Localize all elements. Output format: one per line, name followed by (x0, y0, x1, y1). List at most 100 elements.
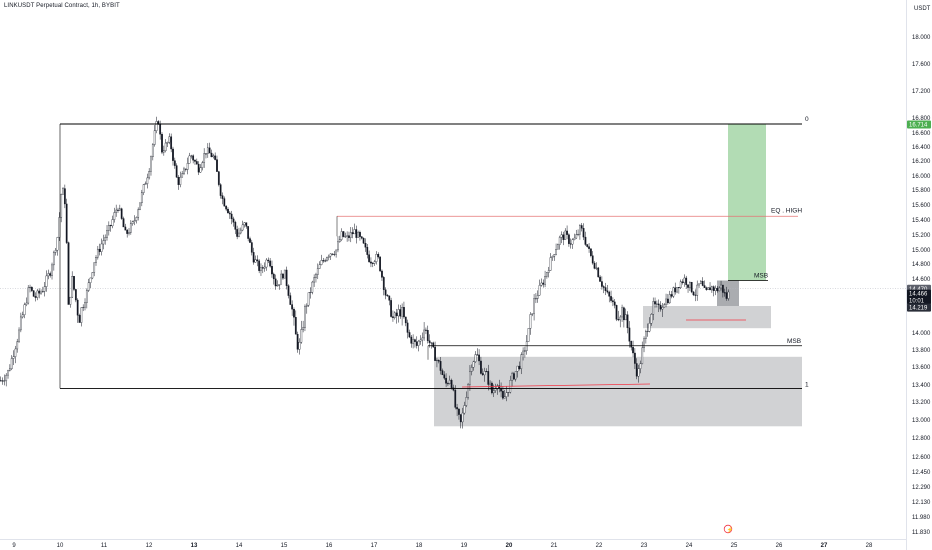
demand-zone-main[interactable] (434, 356, 802, 427)
time-tick-label: 10 (57, 543, 64, 549)
candle (553, 254, 556, 261)
candle-body (377, 254, 380, 258)
candle (140, 189, 143, 207)
candle (256, 255, 259, 267)
candle-body (183, 168, 185, 174)
candle (555, 243, 557, 256)
candle (133, 215, 136, 226)
candle-body (247, 226, 250, 239)
candle (388, 295, 391, 306)
candle (300, 320, 303, 344)
candle-body (410, 336, 413, 344)
candle (569, 238, 572, 249)
candle (298, 338, 301, 355)
candle-body (390, 300, 392, 317)
candle-body (511, 373, 513, 381)
candle (271, 260, 273, 278)
candle-body (45, 275, 48, 287)
candle (579, 224, 581, 240)
candle (164, 139, 167, 153)
candle (419, 335, 422, 345)
candle-body (117, 209, 119, 211)
candle (437, 359, 440, 364)
candle-body (227, 208, 229, 214)
candle (720, 280, 722, 291)
candle-body (382, 277, 385, 290)
target-zone[interactable] (728, 124, 766, 281)
candle (254, 255, 257, 263)
candle (632, 340, 634, 358)
candle (247, 226, 250, 242)
candle-body (685, 277, 688, 285)
candle-body (474, 354, 477, 362)
candle-body (727, 291, 730, 299)
candle-body (298, 342, 301, 350)
candle (694, 289, 697, 302)
candle (95, 255, 97, 266)
candle (122, 216, 125, 228)
candle (1, 377, 4, 385)
candle (531, 313, 534, 317)
candle-body (293, 309, 295, 318)
candle (623, 306, 625, 328)
candle (699, 279, 702, 285)
candle-body (278, 283, 281, 286)
candle (291, 300, 294, 316)
candle (710, 285, 713, 293)
price-axis[interactable]: USDT 18.000 17.600 17.200 16.800 16.600 16.40… (906, 0, 932, 550)
candle (283, 269, 286, 279)
candle-body (69, 296, 72, 305)
candle (573, 233, 576, 241)
candle-body (463, 405, 466, 414)
candle-body (333, 254, 336, 256)
candle (173, 157, 176, 169)
time-tick-label: 16 (326, 543, 333, 549)
price-tag: 16.714 (907, 120, 931, 129)
candle (287, 284, 290, 299)
price-tag-label: 14.466 (909, 292, 928, 298)
candle (448, 375, 451, 385)
price-tick-label: 13.400 (912, 383, 931, 389)
candle-body (648, 323, 651, 332)
candle-body (265, 259, 268, 268)
event-icon[interactable]: ⚡ (723, 524, 733, 533)
candle-body (348, 235, 350, 238)
candle-body (624, 314, 627, 321)
candle (296, 331, 299, 353)
candle-body (373, 261, 376, 264)
candle (228, 211, 231, 219)
demand-zone-small[interactable] (643, 306, 771, 329)
candle-body (166, 142, 169, 144)
candle-body (674, 287, 677, 293)
candle (709, 282, 711, 291)
candle-body (151, 144, 154, 158)
candle (703, 280, 706, 288)
time-axis[interactable]: 9 10 11 12 13 14 15 16 17 18 19 20 21 22 23 24 25 26 27 28 (0, 539, 906, 550)
candle-body (619, 316, 622, 321)
liquidity-sweep-line[interactable] (461, 383, 651, 388)
candle (78, 313, 81, 323)
candle (102, 234, 105, 250)
candle-body (687, 284, 689, 288)
candle-body (430, 342, 433, 344)
candle-body (1, 380, 4, 382)
candle-body (7, 370, 9, 376)
candle (685, 275, 688, 289)
candle-body (560, 234, 563, 238)
candle (654, 297, 656, 308)
candle-body (566, 230, 568, 235)
candle (595, 262, 598, 271)
candle-body (415, 341, 418, 346)
candle-body (232, 218, 235, 223)
candle (564, 228, 567, 240)
candle-body (307, 292, 310, 306)
candle-body (454, 389, 457, 408)
price-tick-label: 15.800 (912, 188, 931, 194)
candle-body (635, 363, 638, 377)
candle-body (175, 165, 178, 178)
candle (467, 382, 469, 400)
candle (439, 357, 442, 375)
candle-body (3, 380, 6, 382)
candle-body (384, 289, 387, 296)
